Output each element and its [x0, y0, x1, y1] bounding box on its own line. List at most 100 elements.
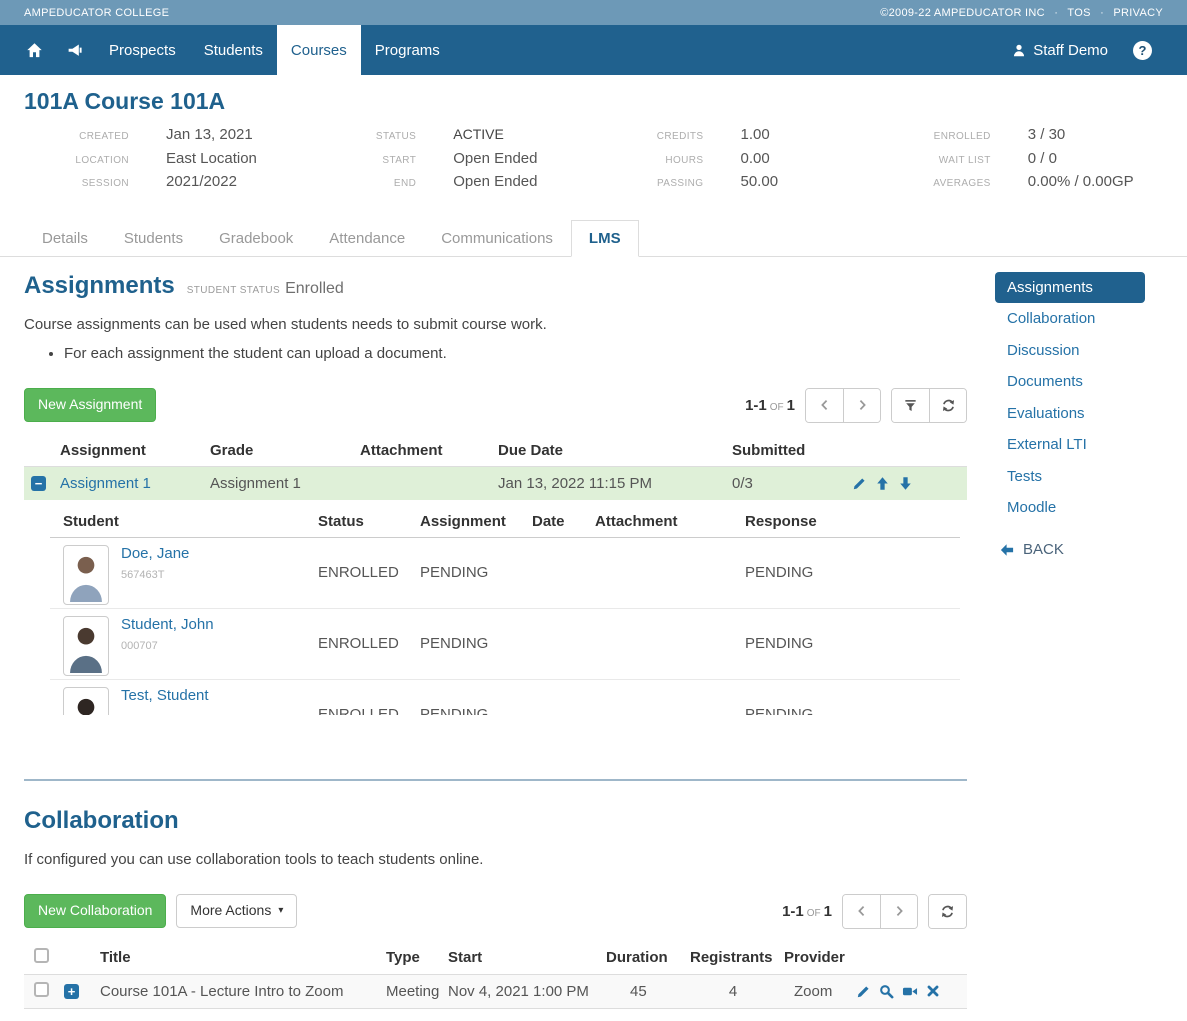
user-menu[interactable]: Staff Demo — [998, 25, 1122, 75]
delete-icon[interactable] — [926, 984, 940, 998]
search-icon[interactable] — [879, 984, 894, 999]
field-value: 2021/2022 — [166, 173, 237, 190]
select-all-checkbox[interactable] — [34, 947, 49, 963]
home-icon — [25, 42, 44, 59]
main-nav: Prospects Students Courses Programs Staf… — [0, 25, 1187, 75]
edit-icon[interactable] — [852, 476, 867, 491]
chevron-right-icon — [896, 906, 903, 916]
topbar-right: ©2009-22 AMPEDUCATOR INC · TOS · PRIVACY — [880, 7, 1163, 19]
assignment-row: − Assignment 1 Assignment 1 Jan 13, 2022… — [24, 466, 967, 500]
column-header: Grade — [210, 441, 254, 459]
response-badge: PENDING — [745, 564, 814, 581]
sidebar-item-discussion[interactable]: Discussion — [1007, 341, 1080, 359]
student-id: 567463T — [121, 568, 165, 581]
more-actions-button[interactable]: More Actions ▾ — [176, 894, 298, 928]
field-value: 0.00% / 0.00GP — [1027, 173, 1134, 190]
assignment-attachment — [360, 466, 498, 500]
nav-item-programs[interactable]: Programs — [374, 41, 440, 59]
field-value: Jan 13, 2021 — [166, 126, 253, 143]
caret-down-icon: ▾ — [278, 904, 284, 916]
filter-button[interactable] — [892, 388, 929, 422]
field-label: AVERAGES — [933, 178, 991, 189]
back-label: BACK — [1023, 541, 1064, 558]
assignment-students-table: Student Status Assignment Date Attachmen… — [50, 506, 960, 715]
sidebar-item-external-lti[interactable]: External LTI — [1007, 436, 1087, 453]
column-header: Date — [532, 512, 565, 530]
info-column: ENROLLED 3 / 30 WAIT LIST 0 / 0 AVERAGES 0.… — [886, 124, 1163, 195]
submission-date — [532, 537, 595, 608]
field-value: Open Ended — [453, 149, 538, 167]
student-link[interactable]: Student, John — [121, 615, 214, 633]
collaboration-type: Meeting — [386, 982, 440, 1000]
column-header: Student — [63, 512, 119, 530]
announcements-button[interactable] — [55, 25, 95, 75]
student-photo — [63, 615, 109, 676]
sidebar-item-evaluations[interactable]: Evaluations — [1007, 404, 1085, 422]
next-page-button[interactable] — [843, 388, 880, 422]
sidebar-item-documents[interactable]: Documents — [1007, 373, 1083, 390]
video-icon[interactable] — [902, 984, 918, 999]
response-badge: PENDING — [745, 706, 814, 715]
column-header: Assignment — [420, 512, 506, 530]
edit-icon[interactable] — [856, 984, 871, 999]
move-up-icon[interactable] — [875, 476, 890, 491]
assignment-status-badge: PENDING — [420, 635, 489, 652]
field-value: 0 / 0 — [1027, 149, 1057, 167]
nav-spacer — [454, 25, 998, 75]
student-status-label: STUDENT STATUS — [186, 284, 281, 296]
move-down-icon[interactable] — [898, 476, 913, 491]
sidebar-item-moodle[interactable]: Moodle — [1007, 499, 1057, 516]
collaboration-table: Title Type Start Duration Registrants Pr… — [24, 941, 967, 1009]
tab-details[interactable]: Details — [42, 229, 88, 247]
student-status-value: Enrolled — [285, 279, 344, 297]
sidebar-item-assignments[interactable]: Assignments — [995, 271, 1145, 303]
course-info-grid: CREATED Jan 13, 2021 LOCATION East Locatio… — [24, 124, 1163, 195]
expand-icon[interactable]: + — [64, 984, 79, 999]
assignment-status-badge: PENDING — [420, 706, 489, 715]
tab-communications[interactable]: Communications — [441, 229, 553, 247]
tos-link[interactable]: TOS — [1067, 6, 1091, 19]
sidebar-item-collaboration[interactable]: Collaboration — [1007, 310, 1096, 327]
info-column: STATUS ACTIVE START Open Ended END Open End… — [311, 124, 588, 195]
collaboration-start: Nov 4, 2021 1:00 PM — [448, 982, 589, 1000]
collaboration-section: Collaboration If configured you can use … — [24, 807, 967, 1009]
student-link[interactable]: Doe, Jane — [121, 544, 190, 562]
tab-attendance[interactable]: Attendance — [329, 229, 406, 247]
column-header: Response — [745, 512, 817, 530]
assignments-table: Assignment Grade Attachment Due Date Sub… — [24, 435, 967, 500]
sidebar-item-tests[interactable]: Tests — [1007, 467, 1043, 485]
field-label: STATUS — [375, 131, 417, 142]
prev-page-button[interactable] — [806, 388, 843, 422]
field-label: CREATED — [79, 131, 129, 142]
tab-students[interactable]: Students — [123, 229, 184, 247]
select-checkbox[interactable] — [34, 981, 49, 997]
nav-item-prospects[interactable]: Prospects — [109, 41, 176, 59]
prev-page-button[interactable] — [843, 894, 880, 928]
collaboration-provider: Zoom — [794, 982, 833, 1000]
new-assignment-button[interactable]: New Assignment — [24, 388, 157, 422]
column-header: Assignment — [60, 441, 146, 459]
refresh-button[interactable] — [929, 894, 966, 928]
home-button[interactable] — [14, 25, 55, 75]
collaboration-row: + Course 101A - Lecture Intro to Zoom Me… — [24, 974, 967, 1008]
privacy-link[interactable]: PRIVACY — [1113, 6, 1163, 19]
student-photo — [63, 686, 109, 715]
nav-item-students[interactable]: Students — [203, 41, 263, 59]
nav-item-courses[interactable]: Courses — [276, 25, 361, 75]
new-collaboration-button[interactable]: New Collaboration — [24, 894, 167, 928]
enrollment-badge: ENROLLED — [318, 564, 399, 581]
student-link[interactable]: Test, Student — [121, 686, 209, 704]
assignment-link[interactable]: Assignment 1 — [60, 474, 151, 492]
page-title: 101A Course 101A — [24, 88, 226, 114]
pager-range: 1-1 OF 1 — [782, 902, 832, 920]
tab-gradebook[interactable]: Gradebook — [219, 229, 294, 247]
collapse-icon[interactable]: − — [31, 476, 46, 491]
back-button[interactable]: BACK — [995, 541, 1163, 558]
next-page-button[interactable] — [880, 894, 917, 928]
back-arrow-icon — [1000, 543, 1014, 556]
help-button[interactable]: ? — [1122, 25, 1163, 75]
brand: AMPEDUCATOR COLLEGE — [24, 6, 170, 19]
tab-lms[interactable]: LMS — [570, 219, 639, 257]
field-label: START — [382, 154, 417, 166]
refresh-button[interactable] — [929, 388, 966, 422]
